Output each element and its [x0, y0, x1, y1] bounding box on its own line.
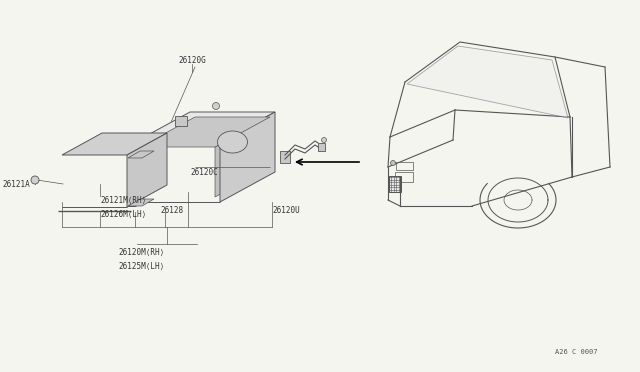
Bar — [318, 143, 325, 151]
Bar — [395, 172, 413, 182]
Bar — [175, 116, 188, 126]
Text: 26126M⟨LH⟩: 26126M⟨LH⟩ — [100, 209, 147, 218]
Polygon shape — [215, 117, 270, 197]
Text: 26125M⟨LH⟩: 26125M⟨LH⟩ — [119, 262, 165, 270]
Text: 26121M⟨RH⟩: 26121M⟨RH⟩ — [100, 196, 147, 205]
Text: 26128: 26128 — [160, 205, 183, 215]
Polygon shape — [62, 133, 167, 155]
Text: 26120C: 26120C — [190, 167, 218, 176]
Bar — [396, 162, 413, 170]
Polygon shape — [407, 46, 568, 118]
Polygon shape — [140, 117, 270, 147]
Text: 26120G: 26120G — [178, 55, 206, 64]
Bar — [280, 151, 290, 163]
Ellipse shape — [218, 131, 248, 153]
Text: 26120M⟨RH⟩: 26120M⟨RH⟩ — [119, 247, 165, 257]
Polygon shape — [135, 112, 275, 142]
Circle shape — [31, 176, 39, 184]
Circle shape — [321, 138, 326, 142]
Polygon shape — [220, 112, 275, 202]
Text: A26 C 0007: A26 C 0007 — [555, 349, 598, 355]
Polygon shape — [128, 199, 154, 206]
Polygon shape — [127, 133, 167, 207]
Circle shape — [390, 160, 396, 166]
Polygon shape — [128, 151, 154, 158]
Circle shape — [212, 103, 220, 109]
Bar — [389, 176, 401, 192]
Text: 26120U: 26120U — [272, 205, 300, 215]
Text: 26121A: 26121A — [2, 180, 29, 189]
